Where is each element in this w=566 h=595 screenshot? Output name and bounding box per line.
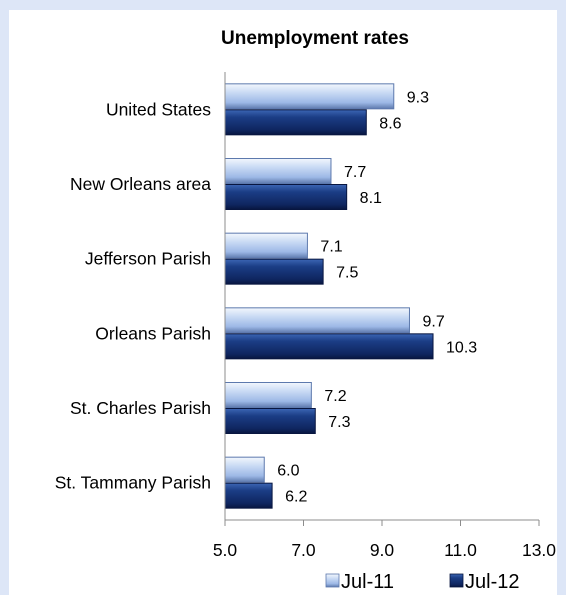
legend-swatch-jul-11: [325, 573, 340, 588]
bar-jul-11-orleans-parish: [224, 307, 410, 334]
category-labels: United States New Orleans area Jefferson P…: [55, 99, 212, 492]
data-labels: 9.3 8.6 7.7 8.1 7.1 7.5 9.710.3 7.2 7.3 6.0 6.2: [277, 89, 477, 505]
legend: Jul-11 Jul-12: [325, 571, 519, 593]
bar-jul-12-orleans-parish: [224, 333, 434, 360]
bar-jul-12-new-orleans-area: [224, 184, 348, 210]
category-label-united-states: United States: [106, 99, 211, 119]
x-tick-label: 7.0: [291, 540, 316, 560]
bar-jul-12-st-tammany-parish: [224, 482, 273, 509]
legend-label-jul-12: Jul-12: [465, 571, 519, 593]
data-label-jul-12-jefferson-parish: 7.5: [336, 265, 358, 282]
data-label-jul-11-st-charles-parish: 7.2: [324, 388, 346, 405]
bar-jul-11-new-orleans-area: [224, 158, 332, 184]
data-label-jul-12-orleans-parish: 10.3: [446, 339, 477, 356]
data-label-jul-11-jefferson-parish: 7.1: [320, 239, 342, 256]
category-label-st-charles-parish: St. Charles Parish: [70, 398, 211, 418]
unemployment-chart: Unemployment rates United States New Orle…: [55, 28, 557, 593]
x-tick-label: 11.0: [444, 540, 477, 560]
data-label-jul-11-st-tammany-parish: 6.0: [277, 463, 299, 480]
bars-layer: [224, 83, 434, 509]
category-label-jefferson-parish: Jefferson Parish: [85, 249, 211, 269]
data-label-jul-12-st-tammany-parish: 6.2: [285, 489, 307, 506]
category-label-orleans-parish: Orleans Parish: [95, 323, 211, 343]
chart-frame: Unemployment rates United States New Orle…: [9, 10, 557, 595]
bar-jul-11-st-tammany-parish: [224, 456, 265, 483]
chart-title: Unemployment rates: [221, 28, 409, 49]
bar-jul-12-jefferson-parish: [224, 258, 324, 285]
data-label-jul-11-orleans-parish: 9.7: [422, 313, 444, 330]
bar-jul-12-united-states: [224, 109, 367, 136]
bar-jul-12-st-charles-parish: [224, 408, 316, 434]
data-label-jul-11-new-orleans-area: 7.7: [344, 164, 366, 181]
bar-jul-11-jefferson-parish: [224, 232, 308, 259]
x-tick-label: 5.0: [213, 540, 238, 560]
bar-jul-11-united-states: [224, 83, 395, 110]
category-label-st-tammany-parish: St. Tammany Parish: [55, 473, 211, 493]
data-label-jul-11-united-states: 9.3: [407, 89, 429, 106]
legend-swatch-jul-12: [449, 573, 464, 588]
data-label-jul-12-new-orleans-area: 8.1: [360, 190, 382, 207]
x-tick-label: 13.0: [522, 540, 556, 560]
category-label-new-orleans-area: New Orleans area: [70, 174, 211, 194]
x-axis-ticks: 5.0 7.0 9.0 11.0 13.0: [213, 520, 556, 560]
data-label-jul-12-st-charles-parish: 7.3: [328, 414, 350, 431]
x-tick-label: 9.0: [370, 540, 395, 560]
data-label-jul-12-united-states: 8.6: [379, 115, 401, 132]
bar-jul-11-st-charles-parish: [224, 382, 312, 408]
legend-label-jul-11: Jul-11: [341, 571, 394, 593]
